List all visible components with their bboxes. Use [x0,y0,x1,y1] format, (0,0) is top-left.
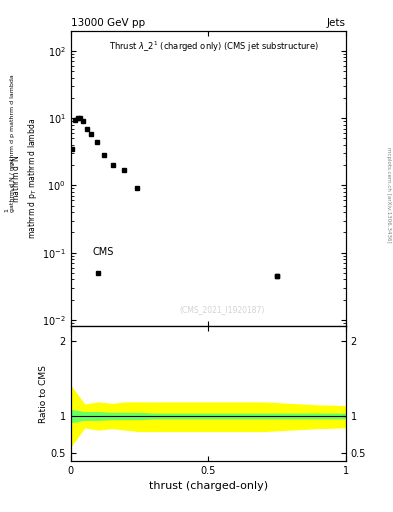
Text: 13000 GeV pp: 13000 GeV pp [71,18,145,28]
Text: Thrust $\lambda\_2^1$ (charged only) (CMS jet substructure): Thrust $\lambda\_2^1$ (charged only) (CM… [109,39,319,54]
Y-axis label: mathrm d$^2$N
mathrm d p$_T$ mathrm d lambda: mathrm d$^2$N mathrm d p$_T$ mathrm d la… [9,118,39,239]
Text: 1
gathrm d N / mathrm d p mathrm d lambda: 1 gathrm d N / mathrm d p mathrm d lambd… [4,74,15,212]
Text: (CMS_2021_I1920187): (CMS_2021_I1920187) [179,306,265,314]
Y-axis label: Ratio to CMS: Ratio to CMS [39,365,48,422]
Text: mcplots.cern.ch [arXiv:1306.3436]: mcplots.cern.ch [arXiv:1306.3436] [386,147,391,242]
X-axis label: thrust (charged-only): thrust (charged-only) [149,481,268,491]
Text: CMS: CMS [93,247,114,257]
Text: Jets: Jets [327,18,346,28]
